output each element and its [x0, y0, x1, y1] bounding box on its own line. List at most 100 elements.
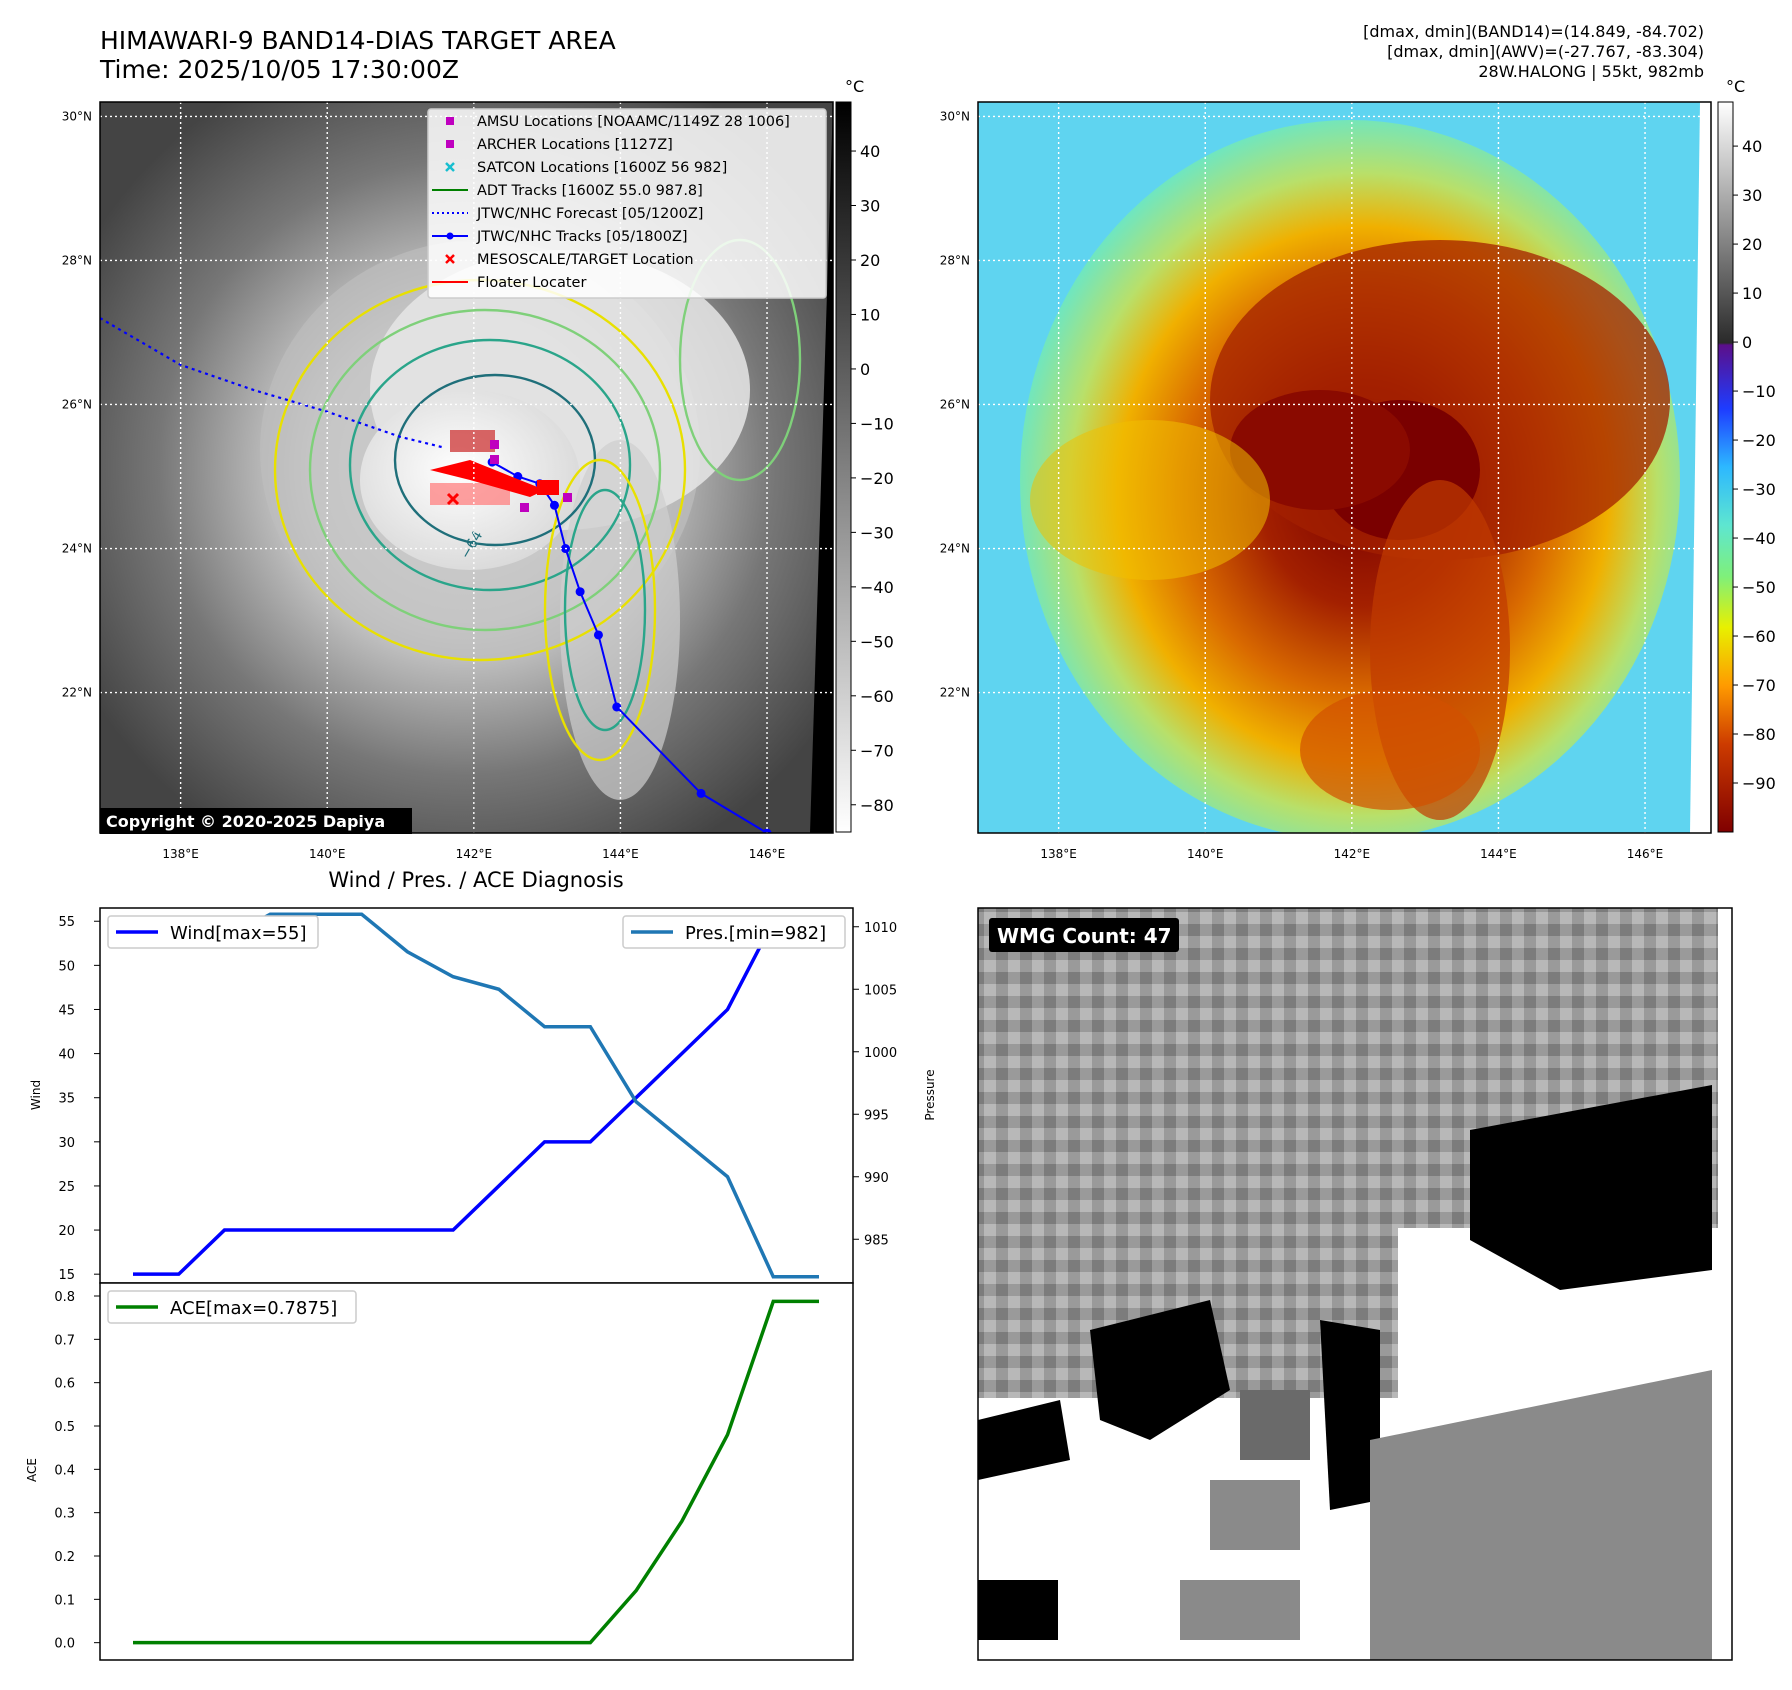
wind-tick-label: 55 [58, 915, 75, 930]
awv-map-panel: 30°N 28°N 26°N 24°N 22°N 138°E 140°E 142°E 144°… [940, 101, 1712, 861]
legend-label: ARCHER Locations [1127Z] [477, 137, 673, 153]
colorbar-tick-label: −10 [860, 414, 894, 433]
ir-colorbar: °C 40 30 20 10 0 −10 −20 −30 −40 −50 −60 −70 −80 [835, 77, 894, 833]
ace-tick-label: 0.1 [54, 1593, 75, 1608]
floater-center [537, 480, 559, 495]
ace-y-ticks: 0.0 0.1 0.2 0.3 0.4 0.5 0.6 0.7 0.8 [54, 1290, 100, 1652]
awv-lon-labels: 138°E 140°E 142°E 144°E 146°E [1040, 847, 1663, 861]
wind-tick-label: 20 [58, 1224, 75, 1239]
band14-range: [dmax, dmin](BAND14)=(14.849, -84.702) [1363, 22, 1704, 41]
awv-lat-label: 30°N [940, 109, 970, 123]
square-marker-icon [446, 117, 454, 125]
ace-axes [99, 1282, 854, 1661]
wind-legend: Wind[max=55] [107, 915, 319, 949]
legend-label: JTWC/NHC Forecast [05/1200Z] [476, 206, 703, 222]
ace-tick-label: 0.0 [54, 1637, 75, 1652]
legend-label: Floater Locater [477, 275, 586, 291]
ace-series-line [133, 1299, 819, 1645]
ace-tick-label: 0.3 [54, 1507, 75, 1522]
awv-lon-label: 138°E [1040, 847, 1077, 861]
ace-tick-label: 0.2 [54, 1550, 75, 1565]
awv-range: [dmax, dmin](AWV)=(-27.767, -83.304) [1387, 42, 1704, 61]
pressure-axis-label: Pressure [923, 1069, 937, 1120]
jtwc-forecast-track [100, 317, 445, 449]
diagnosis-panel: Wind / Pres. / ACE Diagnosis 15 20 25 30 35 4… [25, 868, 937, 1661]
awv-lat-label: 28°N [940, 253, 970, 267]
colorbar-tick-label: 40 [860, 142, 880, 161]
awv-map-frame [977, 101, 1712, 834]
pressure-y-ticks: 985 990 995 1000 1005 1010 [853, 921, 897, 1248]
storm-info-block: [dmax, dmin](BAND14)=(14.849, -84.702) [… [1363, 22, 1704, 82]
amsu-markers [490, 440, 572, 512]
legend-label: AMSU Locations [NOAAMC/1149Z 28 1006] [477, 114, 790, 130]
jtwc-track-point [593, 630, 603, 640]
awv-lat-labels: 30°N 28°N 26°N 24°N 22°N [940, 109, 970, 699]
diagnosis-title: Wind / Pres. / ACE Diagnosis [328, 868, 623, 892]
colorbar-tick-label: 0 [860, 360, 870, 379]
awv-colorbar: °C 40 30 20 10 0 −10 −20 −30 −40 −50 −60 −70 −80 −90 [1717, 77, 1776, 833]
x-marker-icon [445, 254, 455, 264]
legend-label: ADT Tracks [1600Z 55.0 987.8] [477, 183, 703, 199]
wind-tick-label: 25 [58, 1180, 75, 1195]
legend-item: ADT Tracks [1600Z 55.0 987.8] [432, 183, 703, 199]
ir-map-panel: −64 30°N28°N26°N24°N22°N 138°E 140°E 142°E… [62, 101, 834, 861]
copyright-box [100, 808, 412, 834]
ace-legend-label: ACE[max=0.7875] [170, 1298, 337, 1319]
colorbar-tick-label: −30 [1742, 480, 1776, 499]
wind-legend-label: Wind[max=55] [170, 923, 307, 944]
jtwc-track-point [575, 587, 585, 597]
ir-colorbar-unit: °C [845, 77, 864, 96]
awv-colorbar-ticks: 40 30 20 10 0 −10 −20 −30 −40 −50 −60 −70 −80 −90 [1733, 137, 1776, 793]
colorbar-tick-label: 30 [1742, 186, 1762, 205]
storm-summary: 28W.HALONG | 55kt, 982mb [1478, 62, 1704, 81]
pressure-tick-label: 1005 [864, 983, 897, 998]
colorbar-tick-label: −10 [1742, 382, 1776, 401]
pressure-tick-label: 990 [864, 1171, 889, 1186]
figure-title: HIMAWARI-9 BAND14-DIAS TARGET AREA [100, 26, 616, 55]
ir-lat-label: 30°N [62, 109, 92, 123]
legend-item: Floater Locater [432, 275, 586, 291]
wind-tick-label: 15 [58, 1268, 75, 1283]
ace-tick-label: 0.8 [54, 1290, 75, 1305]
colorbar-tick-label: 10 [1742, 284, 1762, 303]
ace-tick-label: 0.5 [54, 1420, 75, 1435]
ir-lat-label: 26°N [62, 397, 92, 411]
wmg-count-label: WMG Count: 47 [997, 924, 1172, 948]
colorbar-tick-label: 20 [860, 251, 880, 270]
copyright-text: Copyright © 2020-2025 Dapiya [106, 812, 385, 831]
jtwc-track-point [612, 702, 622, 712]
ace-tick-label: 0.4 [54, 1463, 75, 1478]
legend-label: JTWC/NHC Tracks [05/1800Z] [476, 229, 688, 245]
wind-tick-label: 40 [58, 1048, 75, 1063]
legend-item: JTWC/NHC Forecast [05/1200Z] [432, 206, 703, 222]
awv-lon-label: 140°E [1187, 847, 1224, 861]
colorbar-tick-label: −70 [860, 741, 894, 760]
jtwc-track-point [762, 828, 772, 833]
jtwc-track-point [549, 500, 559, 510]
legend-label: MESOSCALE/TARGET Location [477, 252, 694, 268]
pressure-tick-label: 1010 [864, 921, 897, 936]
awv-lat-label: 24°N [940, 542, 970, 556]
colorbar-tick-label: 10 [860, 305, 880, 324]
colorbar-tick-label: −50 [860, 632, 894, 651]
legend-item: JTWC/NHC Tracks [05/1800Z] [432, 229, 688, 245]
awv-lon-label: 146°E [1627, 847, 1664, 861]
wind-axis-label: Wind [29, 1080, 43, 1110]
awv-colorbar-unit: °C [1726, 77, 1745, 96]
pressure-tick-label: 995 [864, 1108, 889, 1123]
legend-item: MESOSCALE/TARGET Location [445, 252, 694, 268]
colorbar-tick-label: −30 [860, 523, 894, 542]
ir-lon-label: 144°E [602, 847, 639, 861]
colorbar-tick-label: −70 [1742, 676, 1776, 695]
pressure-tick-label: 1000 [864, 1046, 897, 1061]
wmg-frame [977, 907, 1733, 1661]
colorbar-tick-label: −90 [1742, 774, 1776, 793]
figure-time: Time: 2025/10/05 17:30:00Z [100, 55, 459, 84]
wind-tick-label: 30 [58, 1136, 75, 1151]
ir-map-frame [99, 101, 834, 834]
ir-legend: AMSU Locations [NOAAMC/1149Z 28 1006] ARC… [427, 108, 827, 299]
target-box [430, 430, 510, 505]
colorbar-tick-label: 20 [1742, 235, 1762, 254]
ir-lon-label: 146°E [749, 847, 786, 861]
